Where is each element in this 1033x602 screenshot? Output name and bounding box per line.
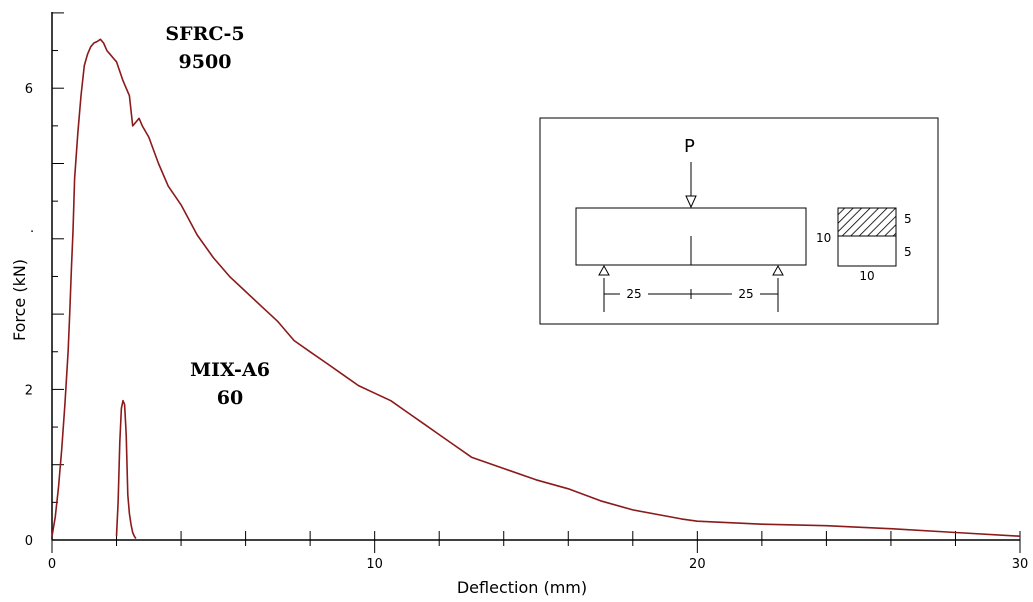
height-label: 10 xyxy=(816,231,831,245)
section-top-hatched xyxy=(837,207,897,237)
load-label: P xyxy=(684,136,695,157)
span-label-left: 25 xyxy=(626,287,641,301)
left-support-icon xyxy=(598,264,610,276)
x-tick-label: 30 xyxy=(1012,557,1029,572)
section-bottom-label: 5 xyxy=(904,245,912,259)
y-ticks xyxy=(52,12,64,541)
stray-y-label: . xyxy=(30,221,34,236)
y-tick-label: 0 xyxy=(25,534,33,549)
y-axis-title: Force (kN) xyxy=(10,259,29,341)
tick-labels: 0 10 20 30 0 2 6 xyxy=(25,82,1029,572)
beam-test-inset: P 25 25 10 5 5 10 xyxy=(539,117,939,325)
mix-label-line-2: 60 xyxy=(217,387,243,409)
y-tick-label: 2 xyxy=(25,383,33,398)
sfrc-label-line-1: SFRC-5 xyxy=(165,23,244,45)
x-tick-label: 20 xyxy=(689,557,706,572)
x-ticks xyxy=(51,531,1021,553)
x-axis-title: Deflection (mm) xyxy=(457,578,587,597)
series-line-1 xyxy=(115,399,137,539)
right-support-icon xyxy=(772,264,784,276)
sfrc-label-line-2: 9500 xyxy=(179,51,232,73)
mix-label-line-1: MIX-A6 xyxy=(190,359,270,381)
section-top-label: 5 xyxy=(904,212,912,226)
section-bottom xyxy=(837,235,897,267)
load-arrow-head xyxy=(685,195,697,209)
x-tick-label: 0 xyxy=(48,557,56,572)
y-tick-label: 6 xyxy=(25,82,33,97)
series-lines xyxy=(51,38,1021,539)
span-label-right: 25 xyxy=(738,287,753,301)
section-width-label: 10 xyxy=(859,269,874,283)
x-tick-label: 10 xyxy=(366,557,383,572)
series-line-0 xyxy=(51,38,1021,537)
